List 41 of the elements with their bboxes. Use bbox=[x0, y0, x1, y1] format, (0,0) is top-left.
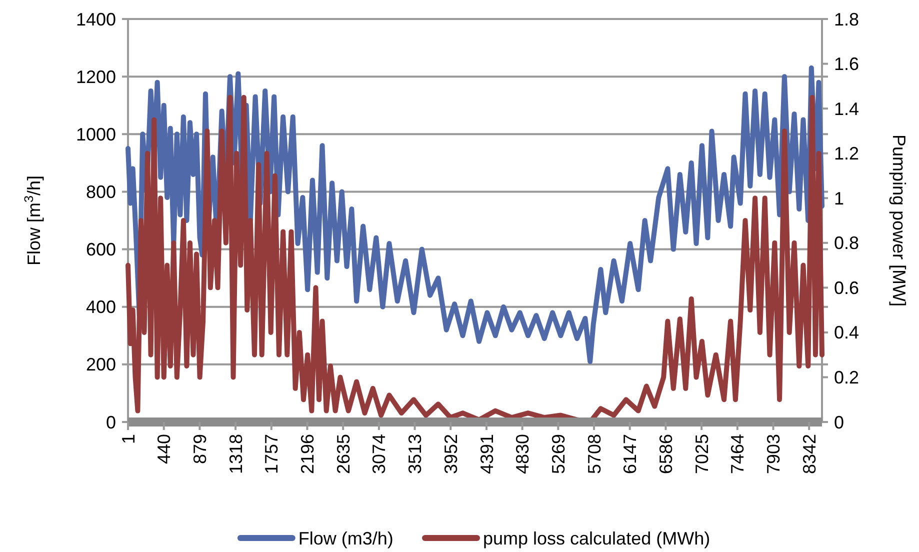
x-tick-label: 3952 bbox=[440, 434, 461, 474]
y2-tick-label: 1.6 bbox=[834, 54, 860, 74]
x-tick-label: 6147 bbox=[620, 434, 640, 474]
x-tick-label: 4391 bbox=[476, 434, 497, 474]
legend-label: pump loss calculated (MWh) bbox=[483, 528, 710, 548]
legend-label: Flow (m3/h) bbox=[298, 528, 394, 548]
x-tick-label: 1757 bbox=[262, 434, 282, 474]
y2-tick-label: 1.4 bbox=[834, 98, 860, 119]
x-tick-label: 879 bbox=[190, 434, 210, 464]
y-tick-label: 1200 bbox=[76, 66, 116, 87]
x-tick-label: 2635 bbox=[333, 434, 354, 474]
y2-tick-label: 0.4 bbox=[834, 322, 860, 343]
y2-tick-label: 0.2 bbox=[834, 368, 860, 388]
x-tick-label: 3074 bbox=[369, 434, 390, 474]
x-tick-label: 3513 bbox=[405, 434, 426, 474]
y-tick-label: 800 bbox=[86, 182, 116, 202]
y2-tick-label: 1 bbox=[834, 188, 844, 208]
x-tick-label: 5269 bbox=[548, 434, 568, 474]
x-tick-label: 5708 bbox=[584, 434, 604, 474]
x-tick-label: 6586 bbox=[656, 434, 676, 474]
y-tick-label: 600 bbox=[86, 240, 116, 260]
y2-axis-title: Pumping power [MW] bbox=[889, 134, 909, 307]
y-tick-label: 0 bbox=[106, 412, 116, 432]
x-tick-label: 7025 bbox=[692, 434, 712, 474]
x-tick-label: 440 bbox=[154, 434, 174, 464]
x-tick-label: 1318 bbox=[226, 434, 246, 474]
y2-tick-label: 0 bbox=[834, 412, 844, 432]
x-tick-label: 1 bbox=[118, 434, 138, 444]
y2-tick-label: 1.8 bbox=[834, 9, 860, 30]
x-tick-label: 7464 bbox=[728, 434, 748, 474]
x-tick-label: 8342 bbox=[799, 434, 820, 474]
x-tick-label: 7903 bbox=[764, 434, 784, 474]
y-tick-label: 1000 bbox=[76, 124, 116, 144]
y-tick-label: 200 bbox=[86, 354, 116, 375]
y2-tick-label: 1.2 bbox=[834, 144, 860, 164]
x-tick-label: 2196 bbox=[298, 434, 318, 474]
y-tick-label: 400 bbox=[86, 297, 116, 318]
x-tick-label: 4830 bbox=[512, 434, 533, 474]
y2-tick-label: 0.8 bbox=[834, 233, 860, 254]
y-tick-label: 1400 bbox=[76, 9, 116, 30]
y2-tick-label: 0.6 bbox=[834, 278, 860, 298]
